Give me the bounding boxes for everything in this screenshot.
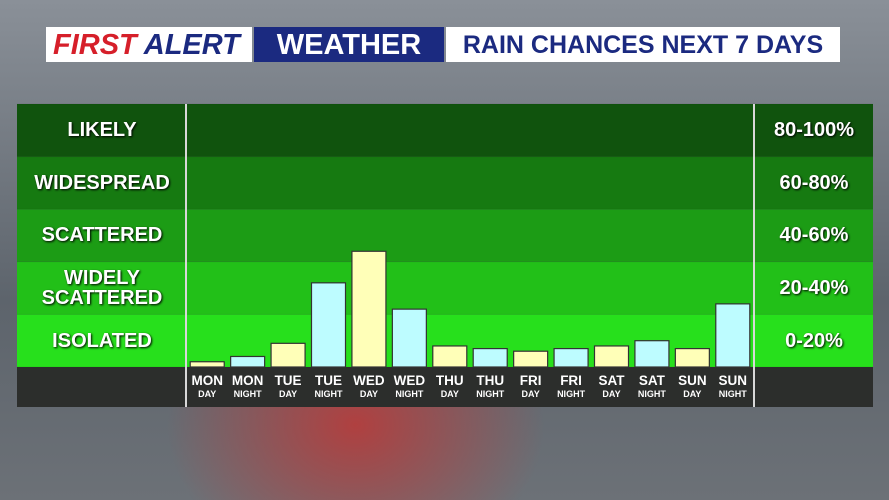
day-label: FRI	[560, 373, 582, 388]
period-label: DAY	[522, 389, 540, 399]
day-label: WED	[353, 373, 385, 388]
bar	[351, 250, 387, 368]
bar	[310, 282, 347, 368]
period-label: DAY	[441, 389, 459, 399]
headline: RAIN CHANCES NEXT 7 DAYS	[446, 27, 840, 62]
period-label: DAY	[683, 389, 701, 399]
day-label: SUN	[678, 373, 707, 388]
period-label: DAY	[360, 389, 378, 399]
day-label: SUN	[719, 373, 748, 388]
bar	[513, 350, 549, 368]
band-label: WIDESPREAD	[34, 171, 170, 194]
band-range: 40-60%	[779, 224, 849, 247]
bar	[553, 347, 589, 368]
band-range: 60-80%	[779, 171, 849, 194]
bar	[715, 303, 751, 368]
day-label: FRI	[520, 373, 542, 388]
band-range: 0-20%	[785, 329, 843, 352]
period-label: NIGHT	[476, 389, 505, 399]
bar	[391, 308, 427, 368]
period-label: NIGHT	[234, 389, 263, 399]
day-label: WED	[394, 373, 426, 388]
band-label: WIDELY SCATTERED	[41, 267, 163, 310]
period-label: NIGHT	[638, 389, 667, 399]
brand-weather: WEATHER	[254, 27, 444, 62]
day-label: MON	[232, 373, 264, 388]
band-range: 80-100%	[773, 119, 855, 142]
day-label: THU	[476, 373, 504, 388]
period-label: DAY	[602, 389, 620, 399]
bar	[270, 342, 306, 368]
day-label: THU	[436, 373, 464, 388]
period-label: NIGHT	[719, 389, 748, 399]
band-label: ISOLATED	[52, 329, 152, 352]
brand-alert: ALERT	[143, 29, 240, 61]
band	[17, 156, 873, 210]
bar	[593, 345, 630, 368]
bar	[472, 347, 508, 368]
band-label: LIKELY	[67, 119, 137, 142]
bar	[230, 355, 266, 368]
day-label: SAT	[599, 373, 626, 388]
period-label: NIGHT	[315, 389, 344, 399]
brand-box: FIRST ALERT	[46, 27, 252, 62]
day-label: TUE	[275, 373, 302, 388]
bar	[674, 347, 710, 368]
period-label: NIGHT	[395, 389, 424, 399]
day-label: SAT	[639, 373, 666, 388]
bar	[189, 361, 225, 368]
band	[17, 209, 873, 262]
band-label: SCATTERED	[41, 224, 163, 247]
band-range: 20-40%	[779, 277, 849, 300]
band	[17, 104, 873, 157]
brand-first: FIRST	[53, 29, 137, 61]
period-label: DAY	[198, 389, 216, 399]
bar	[432, 345, 468, 368]
day-label: MON	[191, 373, 223, 388]
day-label: TUE	[315, 373, 342, 388]
bar	[634, 340, 670, 368]
period-label: NIGHT	[557, 389, 586, 399]
period-label: DAY	[279, 389, 297, 399]
footer-row	[17, 367, 873, 407]
